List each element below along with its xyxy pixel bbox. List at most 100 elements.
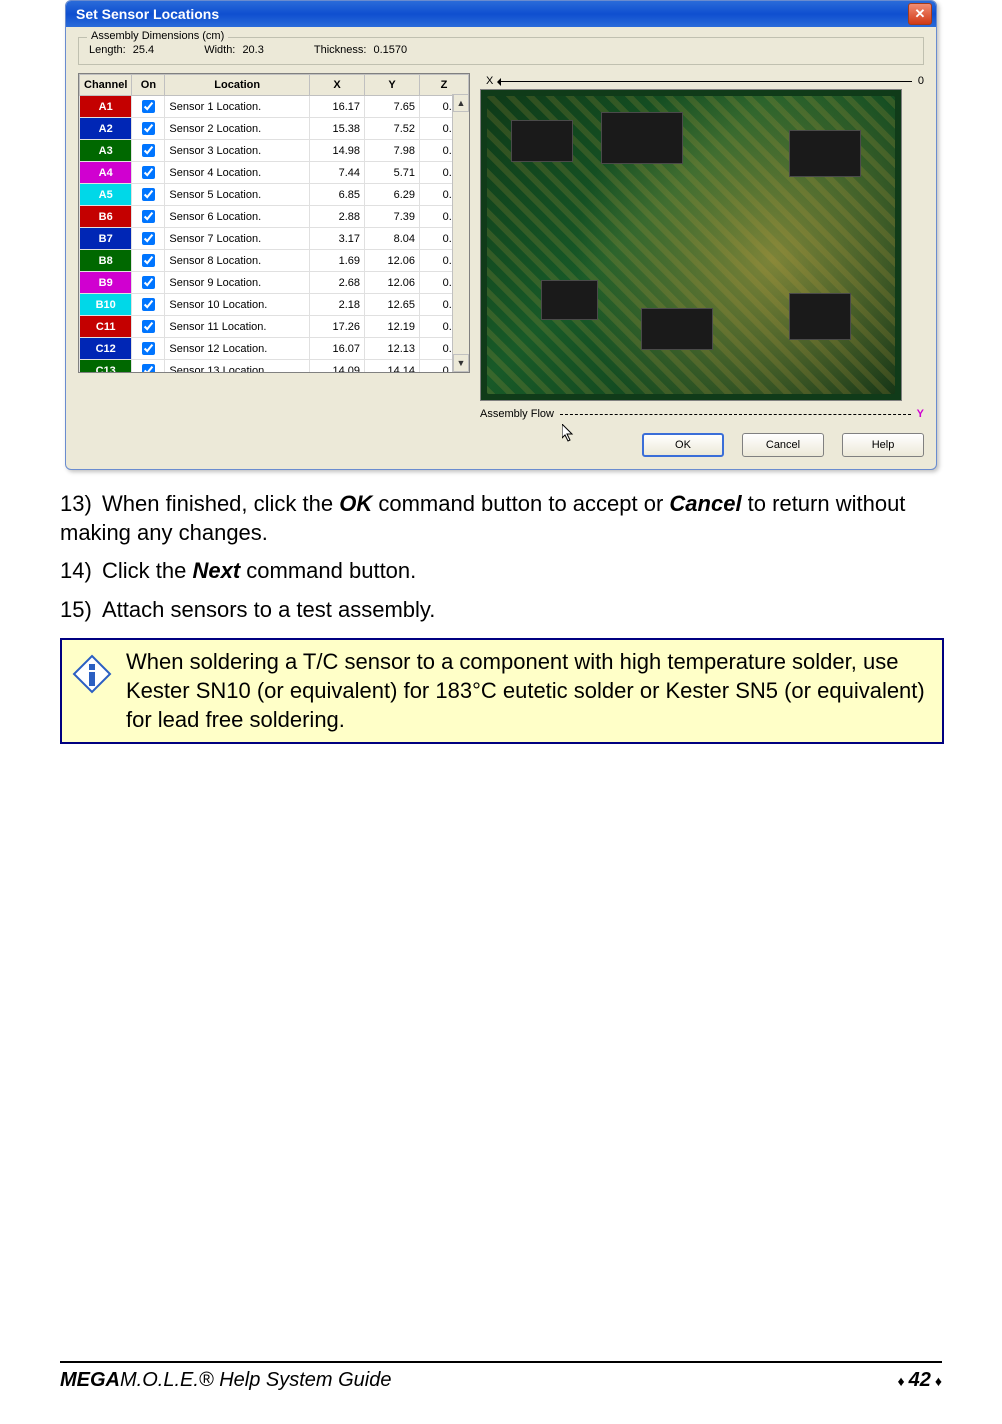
on-checkbox[interactable]	[142, 100, 155, 113]
table-row[interactable]: A4Sensor 4 Location.7.445.710.00	[80, 162, 469, 184]
location-cell: Sensor 5 Location.	[165, 184, 310, 206]
y-cell: 8.04	[365, 228, 420, 250]
origin-label: 0	[918, 75, 924, 87]
y-cell: 7.65	[365, 96, 420, 118]
scroll-down-icon[interactable]: ▼	[453, 354, 469, 372]
footer-page: ♦42♦	[897, 1369, 942, 1392]
y-cell: 7.39	[365, 206, 420, 228]
length-group: Length: 25.4	[89, 44, 154, 56]
y-cell: 12.19	[365, 316, 420, 338]
table-row[interactable]: A1Sensor 1 Location.16.177.650.00	[80, 96, 469, 118]
channel-cell: B6	[80, 206, 132, 228]
x-axis-label: X	[486, 75, 493, 87]
step-13: 13)When finished, click the OK command b…	[60, 490, 942, 547]
ok-button[interactable]: OK	[642, 433, 724, 457]
table-row[interactable]: B7Sensor 7 Location.3.178.040.00	[80, 228, 469, 250]
on-checkbox[interactable]	[142, 342, 155, 355]
assembly-flow-label: Assembly Flow	[480, 408, 554, 420]
channel-cell: C11	[80, 316, 132, 338]
col-header: Z	[420, 75, 469, 96]
location-cell: Sensor 9 Location.	[165, 272, 310, 294]
channel-cell: A1	[80, 96, 132, 118]
close-button[interactable]: ✕	[908, 3, 932, 25]
window-title: Set Sensor Locations	[76, 6, 908, 22]
table-row[interactable]: C11Sensor 11 Location.17.2612.190.00	[80, 316, 469, 338]
col-header: Channel	[80, 75, 132, 96]
dimensions-legend: Assembly Dimensions (cm)	[87, 30, 228, 42]
location-cell: Sensor 3 Location.	[165, 140, 310, 162]
dimensions-fieldset: Assembly Dimensions (cm) Length: 25.4 Wi…	[78, 37, 924, 65]
pcb-preview: X 0 Assembly Flow Y	[480, 73, 924, 423]
table-row[interactable]: C12Sensor 12 Location.16.0712.130.00	[80, 338, 469, 360]
y-cell: 7.98	[365, 140, 420, 162]
scroll-up-icon[interactable]: ▲	[453, 94, 469, 112]
location-cell: Sensor 7 Location.	[165, 228, 310, 250]
location-cell: Sensor 4 Location.	[165, 162, 310, 184]
footer-title: MEGAM.O.L.E.® Help System Guide	[60, 1369, 897, 1392]
table-row[interactable]: B10Sensor 10 Location.2.1812.650.00	[80, 294, 469, 316]
channel-cell: A5	[80, 184, 132, 206]
y-cell: 12.06	[365, 272, 420, 294]
x-cell: 7.44	[310, 162, 365, 184]
on-checkbox[interactable]	[142, 254, 155, 267]
x-cell: 2.18	[310, 294, 365, 316]
sensor-table-wrap: ChannelOnLocationXYZ A1Sensor 1 Location…	[78, 73, 470, 373]
on-checkbox[interactable]	[142, 210, 155, 223]
on-checkbox[interactable]	[142, 166, 155, 179]
location-cell: Sensor 8 Location.	[165, 250, 310, 272]
page-footer: MEGAM.O.L.E.® Help System Guide ♦42♦	[60, 1361, 942, 1392]
pcb-image	[480, 89, 902, 401]
step-15: 15)Attach sensors to a test assembly.	[60, 596, 942, 625]
col-header: On	[132, 75, 165, 96]
help-button[interactable]: Help	[842, 433, 924, 457]
table-row[interactable]: B8Sensor 8 Location.1.6912.060.00	[80, 250, 469, 272]
table-row[interactable]: A5Sensor 5 Location.6.856.290.00	[80, 184, 469, 206]
on-checkbox[interactable]	[142, 122, 155, 135]
channel-cell: B8	[80, 250, 132, 272]
table-row[interactable]: C13Sensor 13 Location.14.0914.140.00	[80, 360, 469, 374]
instruction-text: 13)When finished, click the OK command b…	[60, 490, 942, 624]
x-cell: 17.26	[310, 316, 365, 338]
location-cell: Sensor 12 Location.	[165, 338, 310, 360]
channel-cell: B9	[80, 272, 132, 294]
info-icon	[72, 654, 112, 694]
on-checkbox[interactable]	[142, 364, 155, 373]
y-cell: 12.13	[365, 338, 420, 360]
y-cell: 14.14	[365, 360, 420, 374]
on-checkbox[interactable]	[142, 276, 155, 289]
y-cell: 7.52	[365, 118, 420, 140]
on-checkbox[interactable]	[142, 320, 155, 333]
col-header: Y	[365, 75, 420, 96]
note-box: When soldering a T/C sensor to a compone…	[60, 638, 944, 744]
step-14: 14)Click the Next command button.	[60, 557, 942, 586]
x-cell: 15.38	[310, 118, 365, 140]
y-cell: 5.71	[365, 162, 420, 184]
cancel-button[interactable]: Cancel	[742, 433, 824, 457]
channel-cell: C13	[80, 360, 132, 374]
table-row[interactable]: A2Sensor 2 Location.15.387.520.00	[80, 118, 469, 140]
location-cell: Sensor 13 Location.	[165, 360, 310, 374]
sensor-table: ChannelOnLocationXYZ A1Sensor 1 Location…	[79, 74, 469, 373]
channel-cell: B10	[80, 294, 132, 316]
table-row[interactable]: A3Sensor 3 Location.14.987.980.00	[80, 140, 469, 162]
dialog-window: Set Sensor Locations ✕ Assembly Dimensio…	[65, 0, 937, 470]
on-checkbox[interactable]	[142, 298, 155, 311]
y-axis-label: Y	[917, 408, 924, 420]
location-cell: Sensor 11 Location.	[165, 316, 310, 338]
on-checkbox[interactable]	[142, 232, 155, 245]
col-header: X	[310, 75, 365, 96]
width-group: Width: 20.3	[204, 44, 264, 56]
on-checkbox[interactable]	[142, 144, 155, 157]
scrollbar[interactable]: ▲ ▼	[452, 94, 469, 372]
flow-line	[560, 414, 911, 415]
titlebar: Set Sensor Locations ✕	[66, 1, 936, 27]
y-cell: 12.06	[365, 250, 420, 272]
channel-cell: C12	[80, 338, 132, 360]
table-row[interactable]: B9Sensor 9 Location.2.6812.060.00	[80, 272, 469, 294]
x-cell: 6.85	[310, 184, 365, 206]
x-axis-line	[499, 81, 912, 82]
location-cell: Sensor 1 Location.	[165, 96, 310, 118]
on-checkbox[interactable]	[142, 188, 155, 201]
table-row[interactable]: B6Sensor 6 Location.2.887.390.00	[80, 206, 469, 228]
note-text: When soldering a T/C sensor to a compone…	[126, 648, 932, 734]
